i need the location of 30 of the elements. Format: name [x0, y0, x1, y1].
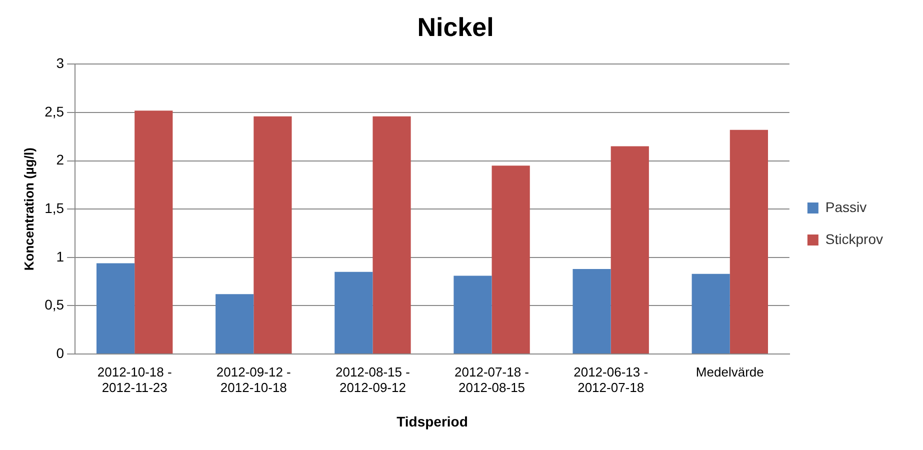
y-tick-label: 2,5: [44, 103, 64, 120]
bar: [454, 276, 492, 354]
legend-label: Passiv: [825, 198, 867, 215]
bar: [96, 263, 135, 354]
y-axis-title: Koncentration (µg/l): [21, 148, 36, 271]
x-tick-label: Medelvärde: [696, 364, 764, 380]
bar: [134, 110, 173, 354]
y-tick-label: 1: [56, 248, 64, 264]
x-tick-label: 2012-09-12 - 2012-10-18: [216, 364, 291, 395]
bar: [572, 268, 611, 354]
chart-title: Nickel: [417, 12, 494, 42]
x-tick-label: 2012-06-13 - 2012-07-18: [574, 364, 648, 395]
x-axis-title: Tidsperiod: [396, 413, 468, 430]
bar: [334, 272, 373, 354]
bar: [372, 116, 411, 354]
y-tick-label: 1,5: [44, 200, 64, 216]
y-tick-label: 2: [56, 152, 64, 168]
y-tick-label: 3: [56, 55, 64, 72]
bar: [610, 146, 649, 354]
x-tick-label: 2012-08-15 - 2012-09-12: [335, 364, 410, 395]
x-tick-label: 2012-07-18 - 2012-08-15: [454, 364, 529, 395]
x-tick-label: 2012-10-18 - 2012-11-23: [97, 364, 172, 395]
y-tick-label: 0: [56, 344, 64, 361]
y-tick-label: 0,5: [44, 296, 64, 313]
bar: [254, 116, 292, 354]
legend-label: Stickprov: [825, 230, 884, 247]
bar: [216, 294, 254, 354]
bar: [692, 274, 730, 354]
bar: [492, 166, 530, 354]
bar: [730, 130, 768, 354]
